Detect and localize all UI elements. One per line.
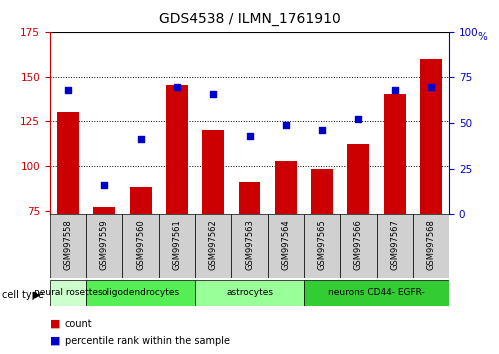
Point [246,133,253,139]
Text: GSM997561: GSM997561 [173,219,182,270]
Bar [239,182,260,214]
Bar [130,187,152,214]
Text: ▶: ▶ [32,290,40,299]
Text: percentile rank within the sample: percentile rank within the sample [65,336,230,346]
Text: GSM997563: GSM997563 [245,219,254,270]
Point [137,137,145,142]
Bar [159,214,195,278]
Text: count: count [65,319,92,329]
Bar [195,214,232,278]
Bar [420,59,442,214]
Point [282,122,290,128]
Text: astrocytes: astrocytes [226,289,273,297]
Text: GDS4538 / ILMN_1761910: GDS4538 / ILMN_1761910 [159,12,340,27]
Text: GSM997558: GSM997558 [63,219,72,270]
Bar [377,214,413,278]
Bar [232,214,267,278]
Text: ■: ■ [50,336,60,346]
Text: %: % [477,32,487,42]
Bar [304,280,449,306]
Text: neural rosettes: neural rosettes [34,289,102,297]
Bar [86,280,195,306]
Bar [347,144,369,214]
Bar [202,130,224,214]
Text: GSM997568: GSM997568 [427,219,436,270]
Point [173,84,181,89]
Text: GSM997567: GSM997567 [390,219,399,270]
Text: oligodendrocytes: oligodendrocytes [102,289,180,297]
Bar [57,112,79,214]
Bar [384,95,406,214]
Text: cell type: cell type [2,290,44,299]
Bar [50,280,86,306]
Text: GSM997560: GSM997560 [136,219,145,270]
Bar [166,85,188,214]
Text: GSM997564: GSM997564 [281,219,290,270]
Bar [340,214,377,278]
Bar [50,214,86,278]
Point [427,84,435,89]
Text: GSM997565: GSM997565 [317,219,326,270]
Bar [304,214,340,278]
Point [318,127,326,133]
Text: GSM997562: GSM997562 [209,219,218,270]
Bar [93,207,115,214]
Point [209,91,217,97]
Point [391,87,399,93]
Bar [275,161,297,214]
Text: GSM997566: GSM997566 [354,219,363,270]
Bar [195,280,304,306]
Point [100,182,108,188]
Text: neurons CD44- EGFR-: neurons CD44- EGFR- [328,289,425,297]
Bar [413,214,449,278]
Text: ■: ■ [50,319,60,329]
Bar [86,214,122,278]
Point [354,116,362,122]
Bar [122,214,159,278]
Text: GSM997559: GSM997559 [100,219,109,270]
Point [64,87,72,93]
Bar [311,170,333,214]
Bar [267,214,304,278]
